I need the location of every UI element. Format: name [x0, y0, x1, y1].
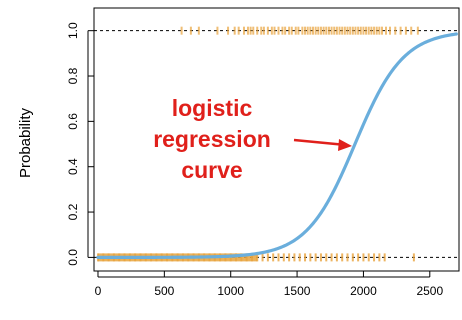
annotation: logistic regression curve — [153, 95, 352, 183]
annotation-arrow — [293, 138, 347, 147]
y-tick-label-4: 0.8 — [66, 67, 80, 84]
logistic-curve — [96, 32, 458, 259]
annotation-arrowhead — [338, 139, 352, 151]
y-tick-label-2: 0.4 — [66, 158, 80, 175]
x-tick-label-5: 2500 — [416, 284, 443, 298]
annotation-line-2: regression — [153, 126, 271, 152]
x-tick-label-1: 500 — [154, 284, 174, 298]
plot-frame — [93, 7, 460, 272]
y-axis-title: Probability — [17, 107, 34, 178]
x-tick-label-3: 1500 — [284, 284, 311, 298]
annotation-line-3: curve — [181, 157, 242, 183]
x-tick-label-2: 1000 — [217, 284, 244, 298]
y-tick-label-3: 0.6 — [66, 113, 80, 130]
y-tick-label-5: 1.0 — [66, 22, 80, 39]
annotation-line-1: logistic — [172, 95, 253, 121]
x-tick-label-4: 2000 — [350, 284, 377, 298]
y-tick-label-0: 0.0 — [66, 249, 80, 266]
y-tick-label-1: 0.2 — [66, 203, 80, 220]
x-tick-label-0: 0 — [95, 284, 102, 298]
